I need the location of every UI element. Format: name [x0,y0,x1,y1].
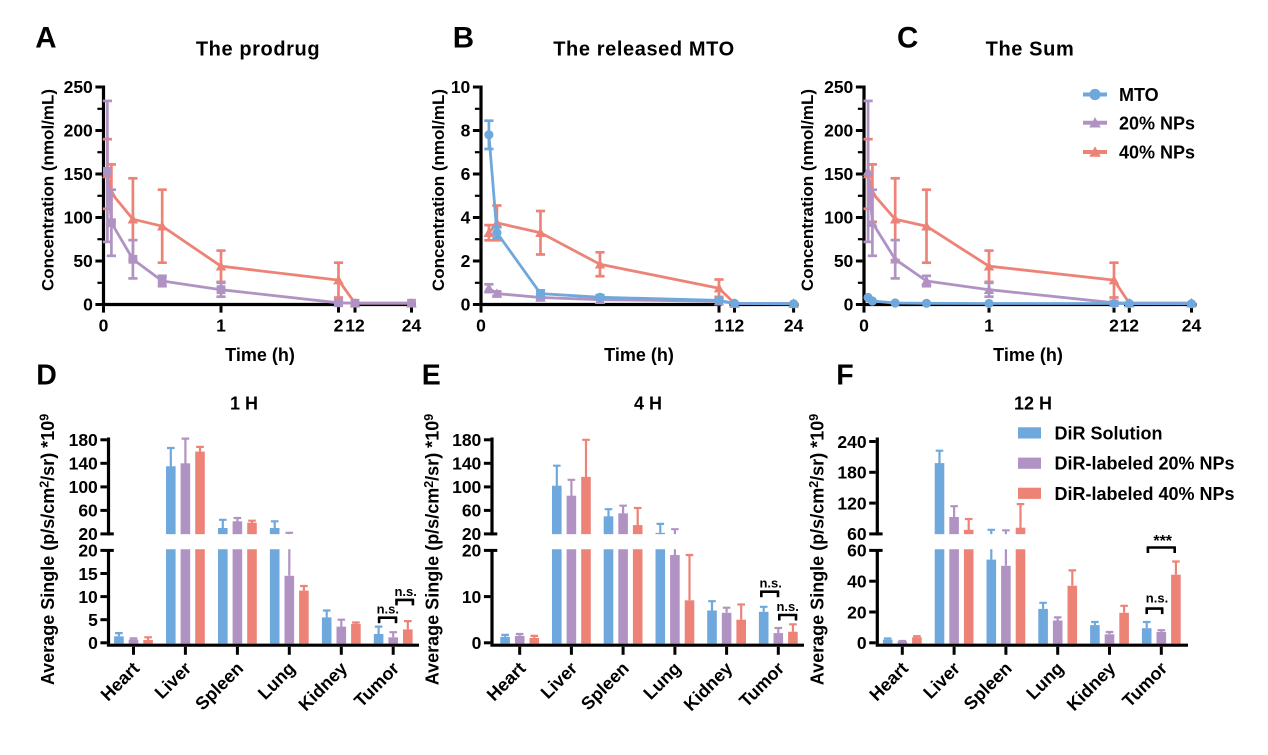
svg-text:DiR Solution: DiR Solution [1055,423,1163,443]
svg-text:n.s.: n.s. [759,576,781,591]
svg-text:20: 20 [462,541,482,561]
svg-text:Average Single (p/s/cm2/sr) *1: Average Single (p/s/cm2/sr) *109 [422,414,443,685]
svg-text:20: 20 [847,602,867,622]
svg-text:Concentration (nmol/mL): Concentration (nmol/mL) [39,89,58,291]
svg-text:50: 50 [73,251,93,271]
svg-text:40% NPs: 40% NPs [1119,143,1195,163]
svg-text:24: 24 [402,316,422,336]
svg-text:24: 24 [784,316,804,336]
svg-text:8: 8 [461,121,471,141]
svg-text:Concentration (nmol/mL): Concentration (nmol/mL) [798,89,817,291]
svg-text:1: 1 [714,316,724,336]
svg-text:0: 0 [476,316,486,336]
svg-text:2: 2 [334,316,344,336]
svg-text:200: 200 [824,121,853,141]
svg-text:60: 60 [462,501,482,521]
svg-text:12: 12 [345,316,365,336]
svg-text:12 H: 12 H [1014,394,1052,414]
svg-text:120: 120 [837,493,866,513]
svg-text:Time (h): Time (h) [225,345,295,365]
svg-text:F: F [836,359,853,391]
svg-text:The released MTO: The released MTO [553,39,735,61]
svg-text:140: 140 [452,454,481,474]
svg-text:180: 180 [69,430,98,450]
svg-text:1: 1 [984,316,994,336]
svg-text:Time (h): Time (h) [604,345,674,365]
svg-text:Average Single (p/s/cm2/sr) *1: Average Single (p/s/cm2/sr) *109 [38,414,59,685]
svg-text:DiR-labeled 20% NPs: DiR-labeled 20% NPs [1055,454,1235,474]
svg-text:200: 200 [64,121,93,141]
svg-text:12: 12 [1120,316,1140,336]
svg-text:A: A [35,22,56,55]
svg-text:Time (h): Time (h) [993,345,1063,365]
svg-text:240: 240 [837,432,866,452]
svg-text:20% NPs: 20% NPs [1119,113,1195,133]
svg-text:n.s.: n.s. [776,599,798,614]
svg-text:180: 180 [837,463,866,483]
svg-text:10: 10 [451,77,471,97]
svg-text:40: 40 [847,572,867,592]
svg-text:100: 100 [452,477,481,497]
svg-text:20: 20 [78,541,98,561]
svg-text:n.s.: n.s. [377,602,399,617]
svg-text:n.s.: n.s. [394,584,416,599]
svg-text:180: 180 [452,430,481,450]
svg-text:6: 6 [461,164,471,184]
svg-text:4: 4 [461,208,471,228]
svg-text:250: 250 [64,77,93,97]
svg-text:1 H: 1 H [230,394,258,414]
svg-text:0: 0 [83,295,93,315]
svg-text:60: 60 [78,501,98,521]
svg-text:DiR-labeled 40% NPs: DiR-labeled 40% NPs [1055,484,1235,504]
svg-text:Average Single (p/s/cm2/sr) *1: Average Single (p/s/cm2/sr) *109 [807,414,828,685]
svg-text:15: 15 [78,564,98,584]
svg-text:100: 100 [64,208,93,228]
svg-text:E: E [422,359,441,391]
svg-text:4 H: 4 H [634,394,662,414]
svg-text:60: 60 [847,541,867,561]
svg-text:0: 0 [859,316,869,336]
svg-text:0: 0 [857,633,867,653]
svg-text:0: 0 [88,633,98,653]
svg-text:B: B [453,22,474,55]
svg-text:***: *** [1153,533,1172,550]
svg-text:0: 0 [99,316,109,336]
svg-text:20: 20 [78,524,98,544]
svg-text:100: 100 [69,477,98,497]
svg-text:10: 10 [462,587,482,607]
svg-text:0: 0 [844,295,854,315]
svg-text:24: 24 [1182,316,1202,336]
svg-text:0: 0 [472,633,482,653]
svg-text:250: 250 [824,77,853,97]
svg-text:50: 50 [834,251,854,271]
svg-text:12: 12 [725,316,745,336]
svg-text:150: 150 [64,164,93,184]
svg-text:0: 0 [461,295,471,315]
svg-text:10: 10 [78,587,98,607]
svg-text:150: 150 [824,164,853,184]
svg-text:The Sum: The Sum [986,39,1075,61]
svg-text:20: 20 [462,524,482,544]
svg-text:2: 2 [1109,316,1119,336]
svg-text:C: C [897,22,918,55]
svg-text:n.s.: n.s. [1146,591,1168,606]
svg-text:MTO: MTO [1119,85,1159,105]
svg-text:Concentration (nmol/mL): Concentration (nmol/mL) [429,89,448,291]
svg-text:5: 5 [88,610,98,630]
svg-text:100: 100 [824,208,853,228]
svg-text:2: 2 [461,251,471,271]
svg-text:140: 140 [69,454,98,474]
svg-text:1: 1 [216,316,226,336]
svg-text:The prodrug: The prodrug [196,39,320,61]
svg-text:60: 60 [847,524,867,544]
svg-text:D: D [36,359,57,391]
